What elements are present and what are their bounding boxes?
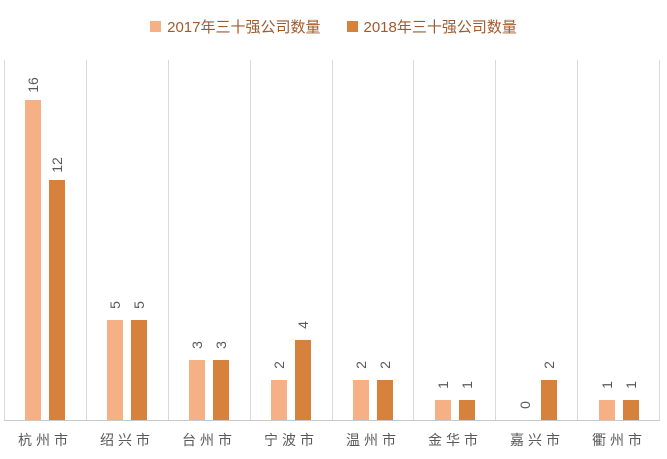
bar-col-2017-5: 2 [352, 353, 369, 420]
bar-2017-8 [598, 400, 615, 420]
bar-value-label-2018-2: 5 [131, 293, 147, 317]
bar-value-label-2017-2: 5 [107, 293, 123, 317]
bar-2017-5 [352, 380, 369, 420]
bar-value-text: 3 [189, 341, 206, 349]
bar-col-2018-1: 12 [49, 153, 66, 420]
bar-value-label-2017-4: 2 [271, 353, 287, 377]
bar-col-2017-7: 0 [517, 393, 533, 420]
bar-value-label-2018-1: 12 [49, 153, 65, 177]
bar-2018-5 [376, 380, 393, 420]
bar-2018-3 [213, 360, 230, 420]
bar-value-text: 2 [352, 361, 369, 369]
bar-2018-2 [131, 320, 148, 420]
legend-label-2018: 2018年三十强公司数量 [363, 19, 517, 36]
bar-value-label-2017-7: 0 [517, 393, 533, 417]
bar-value-text: 1 [458, 381, 475, 389]
x-axis-label-6: 金华市 [428, 432, 482, 448]
bar-col-2018-8: 1 [622, 373, 639, 420]
x-axis-label-7: 嘉兴市 [510, 432, 564, 448]
bar-value-label-2017-3: 3 [189, 333, 205, 357]
bar-group-1: 16 12 [25, 73, 66, 420]
bar-col-2017-2: 5 [107, 293, 124, 420]
bar-value-label-2018-7: 2 [541, 353, 557, 377]
bar-2017-6 [434, 400, 451, 420]
bar-col-2018-6: 1 [458, 373, 475, 420]
legend-swatch-2018-icon [346, 21, 358, 32]
bar-col-2018-3: 3 [213, 333, 230, 420]
legend-item-2017: 2017年三十强公司数量 [150, 16, 321, 37]
bar-col-2018-2: 5 [131, 293, 148, 420]
bar-col-2017-6: 1 [434, 373, 451, 420]
legend: 2017年三十强公司数量 2018年三十强公司数量 [0, 16, 667, 37]
x-axis-label-4: 宁波市 [264, 432, 318, 448]
bar-value-label-2018-3: 3 [213, 333, 229, 357]
bar-value-label-2017-5: 2 [353, 353, 369, 377]
legend-label-2017: 2017年三十强公司数量 [167, 19, 321, 36]
x-axis-label-5: 温州市 [346, 432, 400, 448]
x-axis-labels: 杭州市 绍兴市 台州市 宁波市 温州市 金华市 嘉兴市 衢州市 [4, 424, 660, 450]
bar-col-2017-8: 1 [598, 373, 615, 420]
bar-value-label-2018-4: 4 [295, 313, 311, 337]
bar-2017-1 [25, 100, 42, 420]
bar-col-2017-1: 16 [25, 73, 42, 420]
bar-2017-3 [189, 360, 206, 420]
x-axis-label-1: 杭州市 [18, 432, 72, 448]
bar-2017-2 [107, 320, 124, 420]
bar-value-text: 1 [598, 381, 615, 389]
bar-2018-7 [540, 380, 557, 420]
bar-2018-6 [458, 400, 475, 420]
bar-value-text: 4 [295, 321, 312, 329]
legend-swatch-2017-icon [150, 21, 162, 32]
bar-col-2018-7: 2 [540, 353, 557, 420]
bar-col-2017-4: 2 [271, 353, 288, 420]
bar-value-text: 1 [622, 381, 639, 389]
bar-value-text: 12 [49, 157, 66, 173]
bar-value-label-2018-8: 1 [623, 373, 639, 397]
bar-value-label-2017-8: 1 [599, 373, 615, 397]
category-cell-1: 16 12 [4, 60, 86, 420]
bar-value-text: 16 [25, 77, 42, 93]
bar-value-text: 2 [376, 361, 393, 369]
bar-value-text: 1 [434, 381, 451, 389]
bar-value-text: 2 [540, 361, 557, 369]
bar-value-label-2018-6: 1 [459, 373, 475, 397]
x-axis-label-3: 台州市 [182, 432, 236, 448]
bar-value-text: 5 [131, 301, 148, 309]
bar-col-2018-5: 2 [376, 353, 393, 420]
x-axis-label-2: 绍兴市 [100, 432, 154, 448]
bar-value-text: 2 [271, 361, 288, 369]
bar-value-label-2018-5: 2 [377, 353, 393, 377]
bar-col-2018-4: 4 [295, 313, 312, 420]
bar-col-2017-3: 3 [189, 333, 206, 420]
bar-value-text: 0 [516, 401, 533, 409]
bar-value-label-2017-1: 16 [25, 73, 41, 97]
bar-value-label-2017-6: 1 [435, 373, 451, 397]
plot-area: 16 12 5 5 3 3 2 4 2 2 1 1 0 2 1 1 [4, 60, 660, 421]
x-axis-label-8: 衢州市 [592, 432, 646, 448]
legend-item-2018: 2018年三十强公司数量 [346, 16, 517, 37]
bar-value-text: 3 [213, 341, 230, 349]
bar-value-text: 5 [107, 301, 124, 309]
bar-2017-4 [271, 380, 288, 420]
bar-2018-4 [295, 340, 312, 420]
bar-2018-8 [622, 400, 639, 420]
bar-2018-1 [49, 180, 66, 420]
